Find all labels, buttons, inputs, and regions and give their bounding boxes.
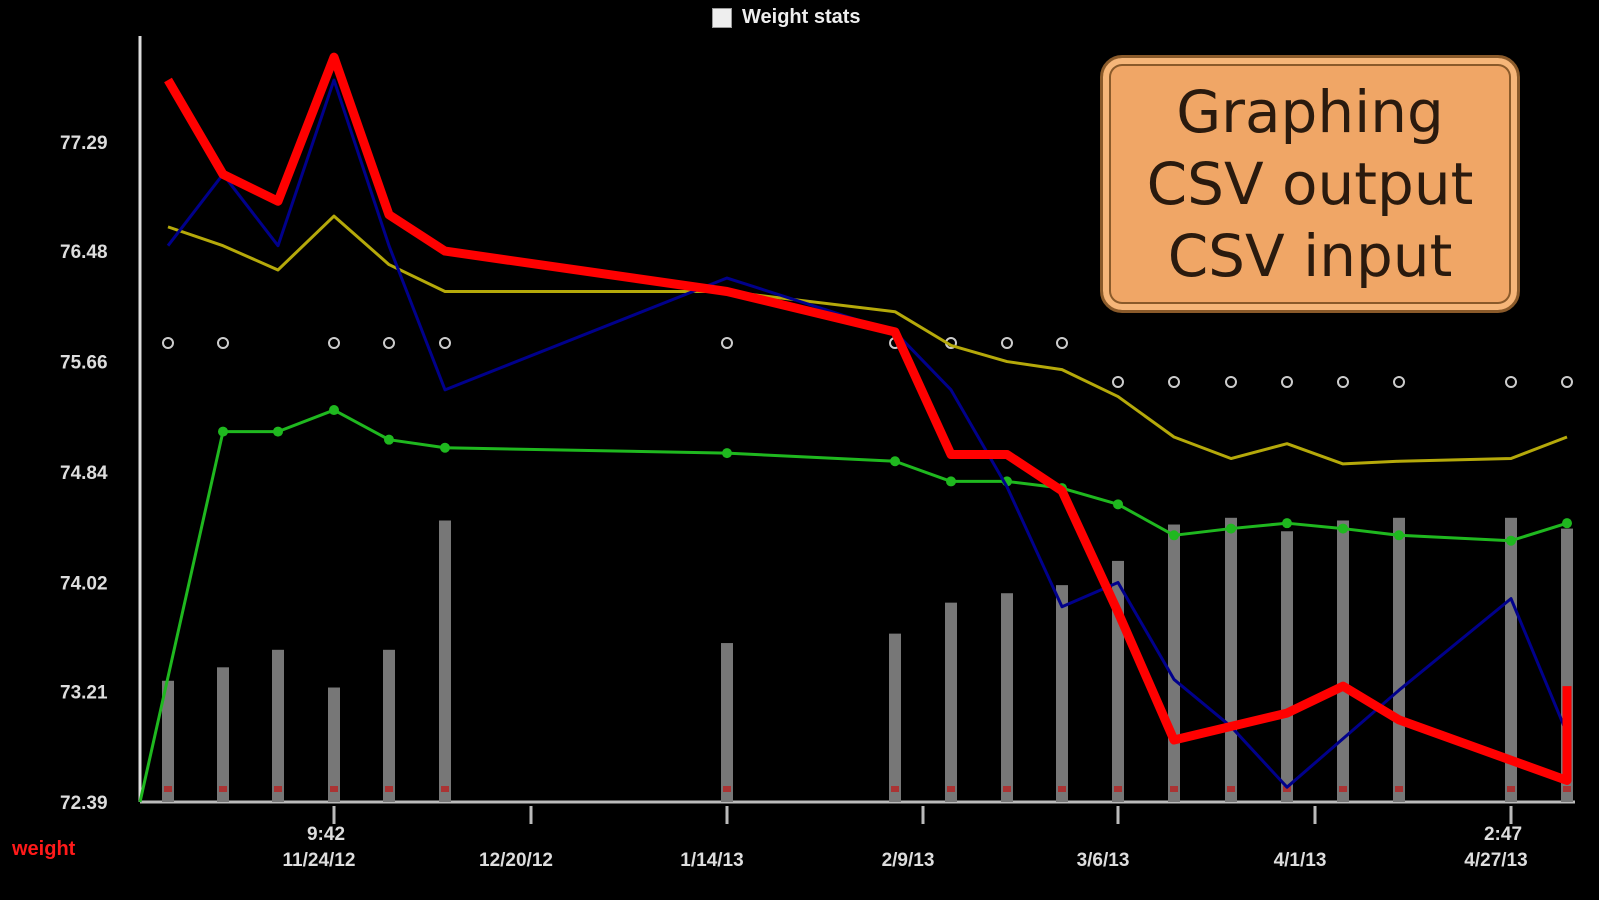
bar-marker bbox=[723, 786, 731, 792]
bar-marker bbox=[219, 786, 227, 792]
marker-dot bbox=[1505, 376, 1517, 388]
x-tick-date: 2/9/13 bbox=[882, 850, 935, 871]
x-tick-date: 1/14/13 bbox=[680, 850, 743, 871]
series-point bbox=[1562, 518, 1572, 529]
bar-marker bbox=[1114, 786, 1122, 792]
bar-marker bbox=[441, 786, 449, 792]
y-tick-label: 73.21 bbox=[60, 683, 108, 704]
marker-dot bbox=[1281, 376, 1293, 388]
x-tick-date: 4/1/13 bbox=[1274, 850, 1327, 871]
series-line bbox=[138, 408, 1568, 803]
legend[interactable]: Weight stats bbox=[712, 6, 861, 29]
bar bbox=[1505, 517, 1517, 802]
series-point bbox=[1226, 523, 1236, 534]
bar-marker bbox=[1507, 786, 1515, 792]
marker-dot bbox=[1056, 337, 1068, 349]
bar-marker bbox=[891, 786, 899, 792]
bar-marker bbox=[1283, 786, 1291, 792]
bar bbox=[1225, 517, 1237, 802]
y-tick-label: 74.84 bbox=[60, 463, 108, 484]
bar-marker bbox=[1339, 786, 1347, 792]
marker-dot bbox=[1393, 376, 1405, 388]
y-axis-label: weight bbox=[12, 838, 76, 860]
series-point bbox=[946, 476, 956, 487]
series-point bbox=[218, 426, 228, 437]
series-point bbox=[1338, 523, 1348, 534]
x-tick-date: 3/6/13 bbox=[1077, 850, 1130, 871]
bar-marker bbox=[1227, 786, 1235, 792]
series-point bbox=[273, 426, 283, 437]
y-tick-label: 72.39 bbox=[60, 793, 108, 814]
bar bbox=[1393, 517, 1405, 802]
bar bbox=[945, 602, 957, 802]
x-tick-time: 2:47 bbox=[1484, 824, 1522, 845]
marker-dot bbox=[721, 337, 733, 349]
series-point bbox=[1506, 535, 1516, 546]
bar bbox=[1001, 593, 1013, 802]
bar bbox=[1056, 585, 1068, 802]
bar-marker bbox=[385, 786, 393, 792]
series-point bbox=[722, 448, 732, 459]
series-line bbox=[167, 214, 1568, 466]
series-point bbox=[1394, 530, 1404, 541]
marker-dot bbox=[1001, 337, 1013, 349]
series-point bbox=[440, 442, 450, 453]
y-tick-label: 74.02 bbox=[60, 573, 108, 594]
bar bbox=[217, 667, 229, 802]
bar-marker bbox=[274, 786, 282, 792]
bar bbox=[439, 520, 451, 802]
bar-marker bbox=[947, 786, 955, 792]
series-line-weight bbox=[164, 52, 1572, 785]
marker-dot bbox=[328, 337, 340, 349]
bar bbox=[162, 680, 174, 802]
series-point bbox=[1113, 499, 1123, 510]
y-tick-label: 76.48 bbox=[60, 242, 108, 263]
annotation-line-3: CSV input bbox=[1167, 222, 1453, 290]
bar bbox=[889, 633, 901, 802]
marker-dot bbox=[1225, 376, 1237, 388]
bar-marker bbox=[1170, 786, 1178, 792]
series-line bbox=[166, 78, 1569, 789]
bar-marker bbox=[1003, 786, 1011, 792]
marker-dot bbox=[162, 337, 174, 349]
bar-marker bbox=[330, 786, 338, 792]
series-point bbox=[384, 434, 394, 445]
bar-marker bbox=[1563, 786, 1571, 792]
x-tick-date: 4/27/13 bbox=[1464, 850, 1527, 871]
bar bbox=[272, 649, 284, 802]
marker-dot bbox=[1561, 376, 1573, 388]
chart-title: Weight stats bbox=[742, 6, 861, 28]
marker-dot bbox=[383, 337, 395, 349]
series-point bbox=[1282, 518, 1292, 529]
bar bbox=[383, 649, 395, 802]
annotation-callout: Graphing CSV output CSV input bbox=[1100, 55, 1520, 313]
series-point bbox=[1169, 530, 1179, 541]
bar bbox=[721, 643, 733, 802]
y-tick-label: 77.29 bbox=[60, 133, 108, 154]
bar bbox=[1337, 520, 1349, 802]
legend-checkbox[interactable] bbox=[712, 7, 732, 28]
bar-marker bbox=[164, 786, 172, 792]
x-tick-time: 9:42 bbox=[307, 824, 345, 845]
series-point bbox=[890, 456, 900, 467]
bar bbox=[1281, 531, 1293, 802]
y-tick-label: 75.66 bbox=[60, 353, 108, 374]
annotation-line-1: Graphing bbox=[1176, 78, 1444, 146]
marker-dot bbox=[217, 337, 229, 349]
bar-marker bbox=[1395, 786, 1403, 792]
annotation-line-2: CSV output bbox=[1146, 150, 1474, 218]
bar bbox=[1168, 524, 1180, 802]
x-tick-date: 11/24/12 bbox=[283, 850, 356, 871]
x-tick-date: 12/20/12 bbox=[479, 850, 553, 871]
bar-marker bbox=[1058, 786, 1066, 792]
marker-dot bbox=[1337, 376, 1349, 388]
series-point bbox=[329, 405, 339, 416]
marker-dot bbox=[439, 337, 451, 349]
marker-dot bbox=[1112, 376, 1124, 388]
bar bbox=[328, 687, 340, 802]
marker-dot bbox=[1168, 376, 1180, 388]
